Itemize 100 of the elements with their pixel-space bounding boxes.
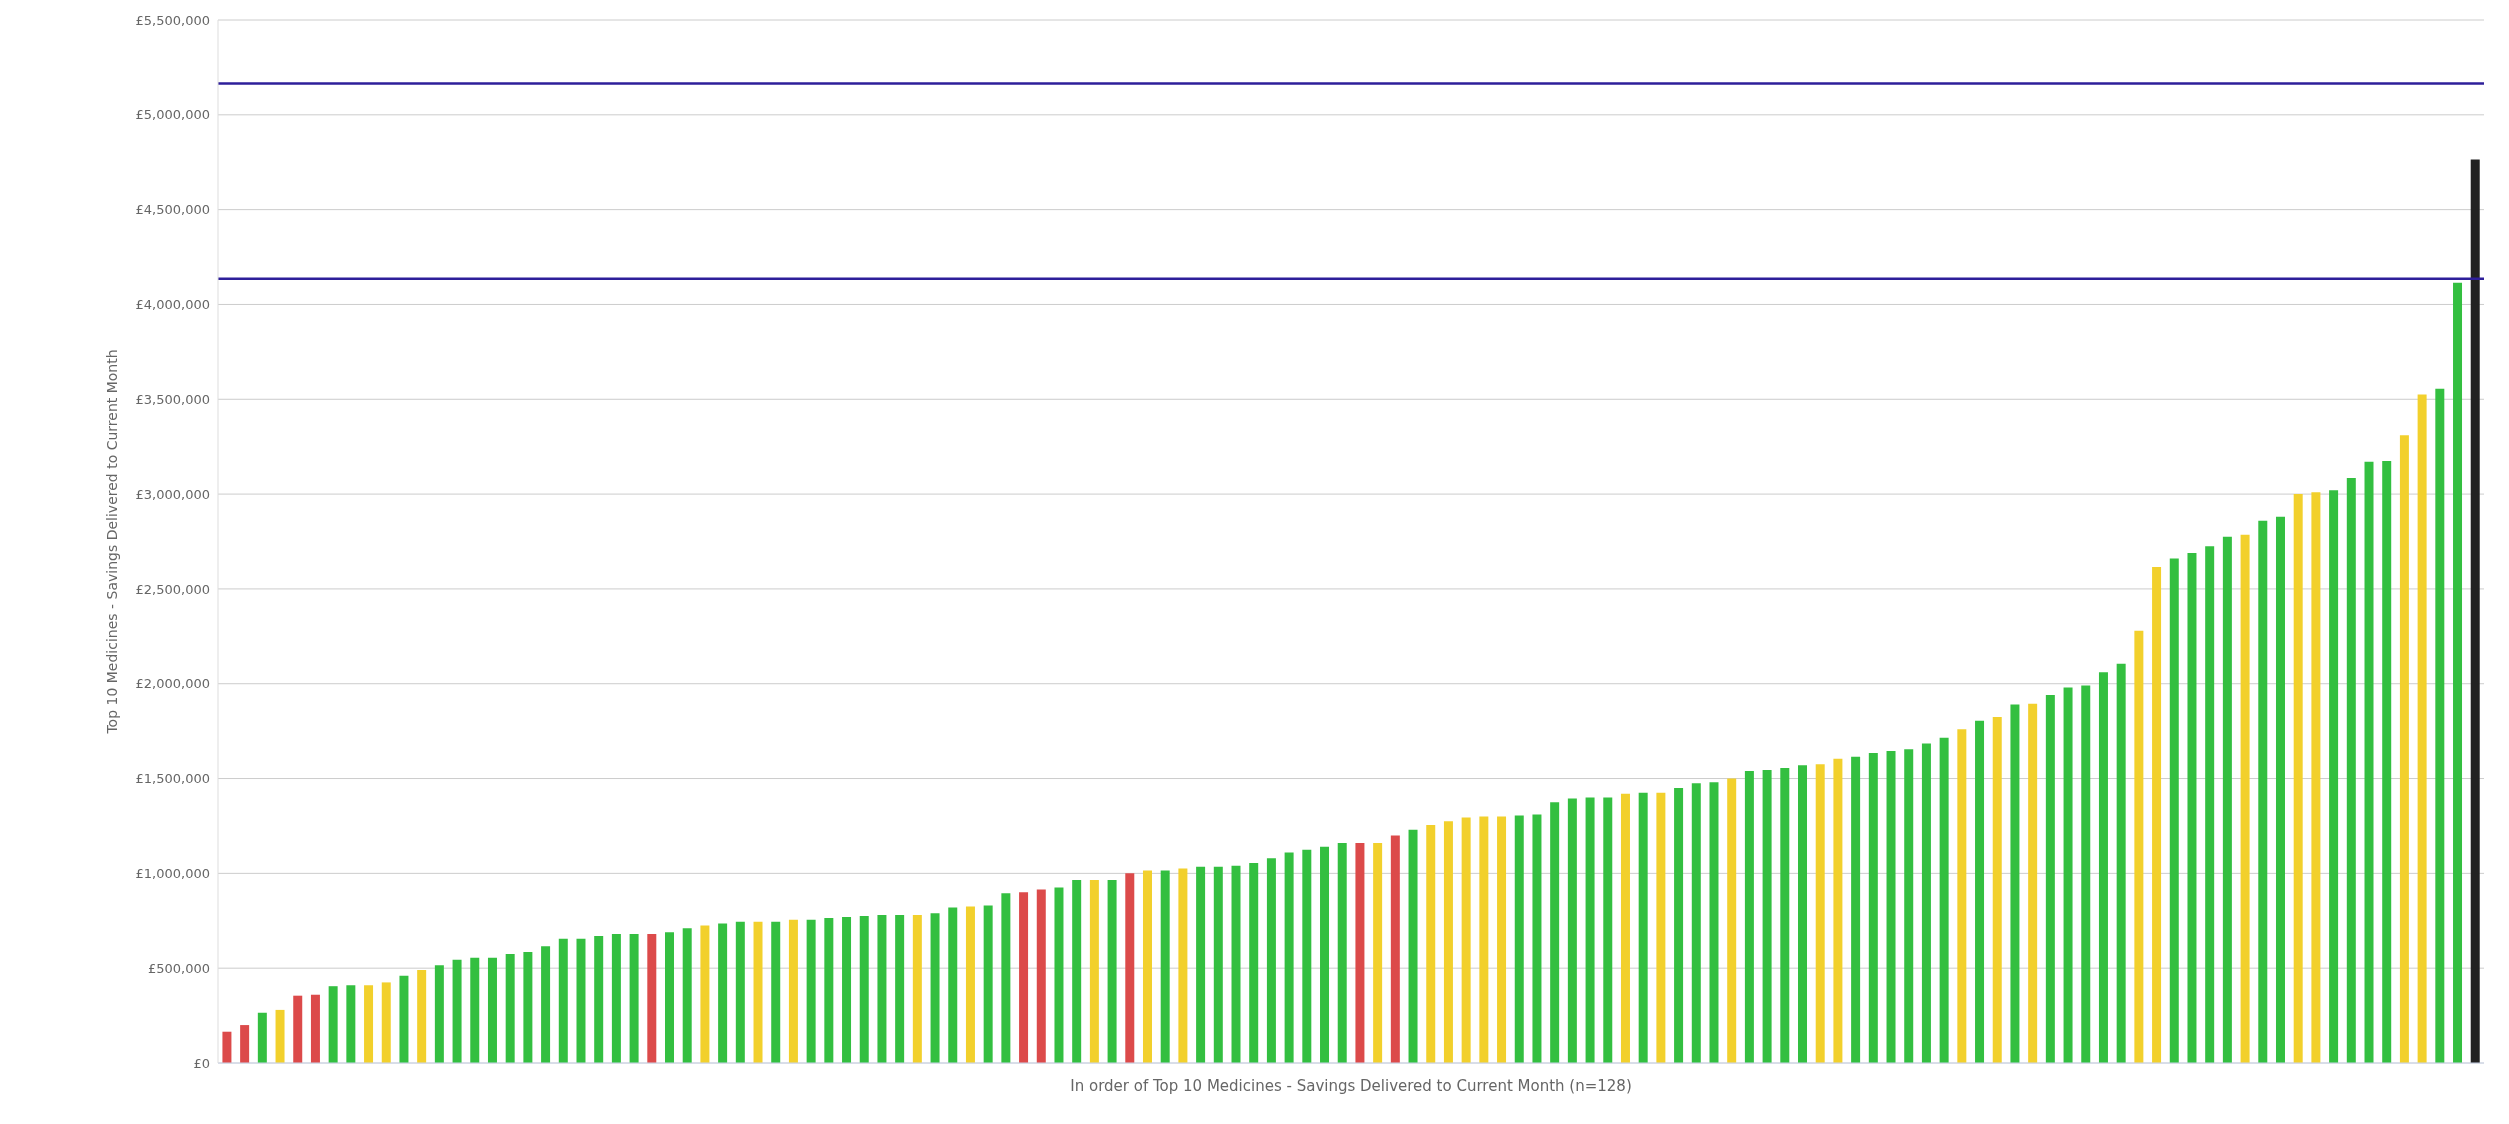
bar (948, 907, 958, 1063)
bar (364, 985, 374, 1063)
bar (505, 953, 515, 1063)
y-axis-title: Top 10 Medicines - Savings Delivered to Current Month (103, 349, 120, 735)
bar (983, 905, 993, 1063)
bar (930, 913, 940, 1063)
bar (912, 915, 922, 1063)
bar (2364, 461, 2374, 1063)
bar (1691, 783, 1701, 1063)
y-tick-label: £2,000,000 (135, 676, 210, 692)
bar (1178, 868, 1188, 1063)
bar (1231, 865, 1241, 1063)
bar (1107, 880, 1117, 1063)
bar (1036, 889, 1046, 1063)
bar (1567, 798, 1577, 1063)
bar (257, 1012, 267, 1063)
bar (523, 952, 533, 1063)
bar (1373, 843, 1383, 1063)
bar (859, 916, 869, 1063)
bar (1886, 751, 1896, 1063)
bar (434, 965, 444, 1063)
bar (1019, 892, 1029, 1063)
bar (1390, 835, 1400, 1063)
bar (2453, 282, 2463, 1063)
bar (2010, 704, 2020, 1063)
y-tick-label: £1,500,000 (135, 771, 210, 787)
bar (1780, 768, 1790, 1063)
bar (452, 959, 462, 1063)
bar (2152, 567, 2162, 1063)
bar (1975, 720, 1985, 1063)
bar (558, 938, 568, 1063)
bar (718, 923, 728, 1063)
bar (222, 1031, 232, 1063)
bar (1125, 873, 1135, 1063)
bar (1408, 829, 1418, 1063)
bar (771, 921, 781, 1063)
bar (1160, 870, 1170, 1063)
x-axis-title: In order of Top 10 Medicines - Savings Delivered to Current Month (n=128) (1070, 1077, 1632, 1095)
y-tick-label: £3,000,000 (135, 486, 210, 502)
bar (1603, 797, 1613, 1063)
bar (1585, 797, 1595, 1063)
y-tick-label: £5,000,000 (135, 107, 210, 123)
bar (576, 938, 586, 1063)
bar (1656, 792, 1666, 1063)
bar (1001, 893, 1011, 1063)
bar (1815, 764, 1825, 1063)
bar (1532, 814, 1542, 1063)
bar (895, 915, 905, 1063)
bar (2205, 546, 2215, 1063)
bar (2222, 536, 2232, 1063)
bar (594, 935, 604, 1063)
bar (1727, 778, 1737, 1063)
bar (1904, 749, 1914, 1063)
bar (470, 957, 480, 1063)
bar (1709, 782, 1719, 1063)
y-tick-label: £5,500,000 (135, 12, 210, 28)
bar (1213, 866, 1223, 1063)
bar (753, 921, 763, 1063)
bar (1355, 843, 1365, 1063)
y-tick-label: £500,000 (147, 960, 210, 976)
bar (1196, 866, 1206, 1063)
y-tick-label: £2,500,000 (135, 581, 210, 597)
bar (1054, 887, 1064, 1063)
bar (399, 975, 409, 1063)
bar (1479, 816, 1489, 1063)
bar (541, 946, 551, 1063)
bar (240, 1025, 250, 1063)
y-tick-label: £3,500,000 (135, 391, 210, 407)
bar (2311, 492, 2321, 1063)
bar (2081, 685, 2091, 1063)
bar (2346, 477, 2356, 1063)
y-tick-label: £1,000,000 (135, 865, 210, 881)
bar (1620, 793, 1630, 1063)
bar (1868, 752, 1878, 1063)
bar (1762, 770, 1772, 1063)
bar (700, 925, 710, 1063)
bar (381, 982, 391, 1063)
y-tick-label: £4,000,000 (135, 297, 210, 313)
bar (647, 934, 657, 1063)
bar (1939, 737, 1949, 1063)
y-tick-label: £0 (193, 1055, 210, 1071)
bar (735, 921, 745, 1063)
bar (1798, 765, 1807, 1063)
bar (2240, 534, 2250, 1063)
bar (2470, 159, 2480, 1063)
bar (2116, 663, 2126, 1063)
bar (2435, 388, 2445, 1063)
bar (1072, 880, 1082, 1063)
bar (1514, 815, 1524, 1063)
bar (1833, 758, 1843, 1063)
bar (487, 957, 497, 1063)
bar (2275, 516, 2285, 1063)
bar (1851, 756, 1861, 1063)
bar (1992, 716, 2002, 1063)
bar (1249, 862, 1259, 1063)
bar (842, 916, 852, 1063)
bar (1266, 858, 1276, 1063)
bar (2382, 460, 2392, 1063)
bar (2063, 687, 2073, 1063)
y-tick-label: £4,500,000 (135, 202, 210, 218)
